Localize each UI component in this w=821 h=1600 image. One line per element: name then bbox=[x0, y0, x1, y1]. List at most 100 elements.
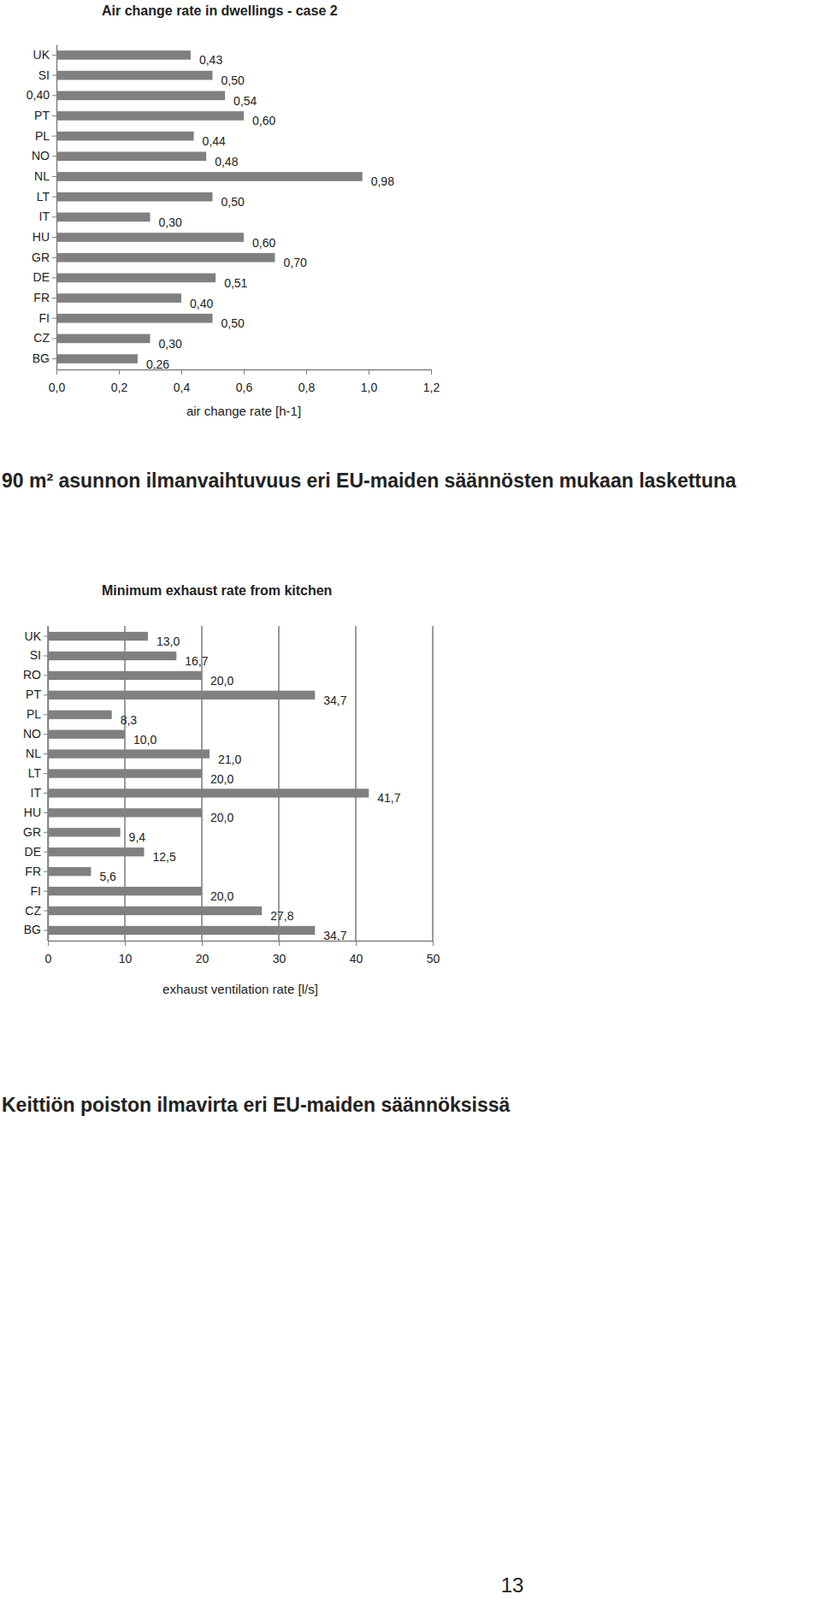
tick-label: BG bbox=[23, 922, 42, 937]
data-label: 0,30 bbox=[159, 215, 183, 230]
tick-label: FR bbox=[24, 864, 42, 879]
chart-title: Air change rate in dwellings - case 2 bbox=[101, 3, 338, 18]
tick-label: IT bbox=[30, 785, 42, 800]
tick-mark bbox=[52, 75, 57, 77]
tick-label: FI bbox=[30, 884, 42, 898]
tick-mark bbox=[306, 369, 308, 375]
tick-mark bbox=[52, 196, 57, 198]
bar bbox=[47, 926, 315, 935]
tick-label: HU bbox=[23, 805, 42, 820]
tick: 0,40 bbox=[26, 88, 57, 102]
tick-label: PL bbox=[35, 129, 50, 143]
tick: 30 bbox=[272, 940, 287, 966]
tick-label: 20 bbox=[195, 951, 210, 966]
tick: 1,0 bbox=[360, 369, 379, 395]
tick: NL bbox=[34, 169, 57, 184]
tick-label: GR bbox=[31, 250, 50, 265]
bar bbox=[56, 90, 225, 101]
tick-mark bbox=[52, 54, 57, 56]
tick: GR bbox=[23, 825, 48, 839]
tick-label: DE bbox=[24, 844, 42, 859]
bar bbox=[56, 50, 191, 60]
data-label: 0,26 bbox=[146, 357, 170, 372]
tick-mark bbox=[118, 369, 120, 375]
bar bbox=[56, 171, 363, 182]
tick-mark bbox=[52, 94, 57, 96]
grid-line bbox=[354, 626, 357, 941]
x-axis: 01020304050 bbox=[45, 940, 441, 966]
grid bbox=[47, 626, 433, 941]
bar bbox=[56, 232, 244, 243]
tick-mark bbox=[431, 369, 432, 375]
tick-mark bbox=[52, 135, 57, 137]
data-label: 0,54 bbox=[233, 94, 257, 108]
data-label: 0,50 bbox=[221, 194, 245, 209]
bar bbox=[47, 788, 369, 798]
grid-line bbox=[277, 626, 280, 941]
tick-label: BG bbox=[32, 351, 50, 366]
data-label: 0,50 bbox=[221, 316, 245, 331]
tick: HU bbox=[32, 230, 57, 244]
tick-mark bbox=[43, 636, 48, 638]
tick: BG bbox=[23, 922, 48, 937]
data-label: 0,98 bbox=[371, 174, 395, 189]
tick-mark bbox=[52, 297, 57, 299]
tick-label: UK bbox=[24, 629, 42, 644]
bar bbox=[47, 671, 202, 680]
tick: PL bbox=[26, 707, 48, 721]
tick-label: NL bbox=[34, 169, 50, 184]
tick-mark bbox=[124, 940, 126, 946]
data-label: 0,60 bbox=[252, 236, 276, 250]
tick: 0,4 bbox=[173, 369, 191, 395]
tick-mark bbox=[43, 812, 48, 814]
axis-line bbox=[47, 626, 50, 942]
bar bbox=[56, 334, 151, 344]
data-label: 10,0 bbox=[133, 732, 157, 747]
tick-mark bbox=[52, 155, 57, 157]
tick-mark bbox=[43, 714, 48, 715]
tick-label: NO bbox=[23, 726, 42, 741]
tick-label: FR bbox=[33, 290, 50, 305]
axis-line bbox=[48, 940, 434, 943]
tick-mark bbox=[43, 674, 48, 676]
bar bbox=[47, 768, 202, 778]
tick: 50 bbox=[426, 940, 441, 966]
data-label: 0,43 bbox=[199, 53, 223, 67]
tick-mark bbox=[243, 369, 245, 375]
y-axis: UKSIROPTPLNONLLTITHUGRDEFRFICZBG bbox=[23, 626, 49, 942]
tick-label: 0,6 bbox=[236, 380, 254, 395]
tick-mark bbox=[43, 851, 48, 853]
tick: 0,2 bbox=[111, 369, 129, 395]
tick: 0,8 bbox=[298, 369, 316, 395]
tick-mark bbox=[52, 257, 57, 259]
tick: LT bbox=[28, 766, 48, 780]
bar bbox=[56, 70, 213, 81]
tick-label: CZ bbox=[24, 903, 42, 918]
tick: CZ bbox=[24, 903, 48, 918]
axis-title: air change rate [h-1] bbox=[186, 403, 302, 419]
tick-mark bbox=[52, 115, 57, 117]
caption: Keittiön poiston ilmavirta eri EU-maiden… bbox=[1, 1093, 511, 1117]
bar bbox=[47, 631, 148, 641]
data-label: 5,6 bbox=[99, 869, 117, 884]
tick-label: 0,0 bbox=[48, 380, 66, 395]
tick-mark bbox=[52, 216, 57, 218]
tick-label: PT bbox=[34, 108, 50, 123]
data-label: 41,7 bbox=[377, 791, 401, 805]
tick: IT bbox=[39, 209, 57, 224]
tick-mark bbox=[432, 940, 434, 946]
data-label: 34,7 bbox=[323, 928, 347, 943]
tick-label: DE bbox=[33, 270, 50, 284]
tick-mark bbox=[43, 773, 48, 774]
tick: PL bbox=[35, 129, 57, 143]
grid-line bbox=[431, 626, 434, 941]
tick: FR bbox=[33, 290, 57, 305]
tick-label: 1,0 bbox=[360, 380, 379, 395]
tick-mark bbox=[52, 277, 57, 278]
tick: IT bbox=[30, 785, 48, 800]
bar bbox=[56, 192, 213, 202]
bar bbox=[56, 111, 244, 121]
bar bbox=[47, 906, 262, 916]
data-label: 20,0 bbox=[210, 673, 234, 688]
tick: 0,6 bbox=[236, 369, 254, 395]
